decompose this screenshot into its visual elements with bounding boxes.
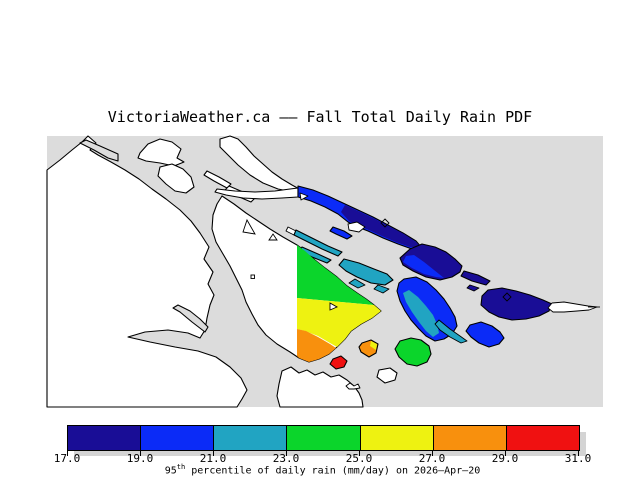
orange-islet-yellow-corner [370,341,377,350]
station-marker-square [250,274,255,279]
legend-bar [67,425,580,451]
pender-cyan-sliver [434,319,468,344]
legend-segment [68,426,142,450]
green-islet [394,337,432,367]
station-marker-triangle [268,233,278,241]
legend-segment [506,426,579,450]
legend-segment [287,426,361,450]
red-islet [329,355,348,370]
page-title: VictoriaWeather.ca —— Fall Total Daily R… [107,108,533,126]
thetis-island [137,138,185,167]
saltspring-yellow-zone [297,298,381,347]
navy-sliver-1 [460,270,491,286]
saltspring-orange-zone [297,329,336,362]
tiny-islet-white [345,382,361,390]
saturna-white-tail [547,301,598,313]
southeast-blue-islet [465,321,505,348]
st-mary-lake [242,218,256,235]
legend-segment [214,426,288,450]
harbour-inlet [79,139,119,162]
navy-sliver-2 [466,284,480,292]
prevost-islet-a [348,278,366,289]
penelakut-island [157,163,195,194]
galiano-south-fragment [329,226,353,240]
galiano-white-notch [299,192,309,201]
station-marker-diamond-galiano [380,218,390,228]
mayne-island [399,243,463,281]
saltspring-green-zone [297,245,374,305]
montague-harbour [347,221,366,233]
pender-cyan-zone [403,290,439,337]
legend-caption: 95th percentile of daily rain (mm/day) o… [164,463,481,477]
saltspring-small-lake [329,302,339,311]
legend-segment [433,426,507,450]
mayne-blue-zone [403,255,444,278]
saturna-island [480,287,553,321]
vancouver-island [46,135,248,408]
galiano-navy-zone [341,205,421,247]
prevost-islet-b [373,284,390,294]
maple-bay-inlet [172,304,209,333]
legend-segment [141,426,215,450]
prevost-island [338,258,394,286]
wallace-islet-1 [293,229,343,257]
saanich-peninsula [276,366,364,408]
legend-segment [360,426,434,450]
station-marker-diamond-saturna [502,292,512,302]
james-island [376,367,398,384]
